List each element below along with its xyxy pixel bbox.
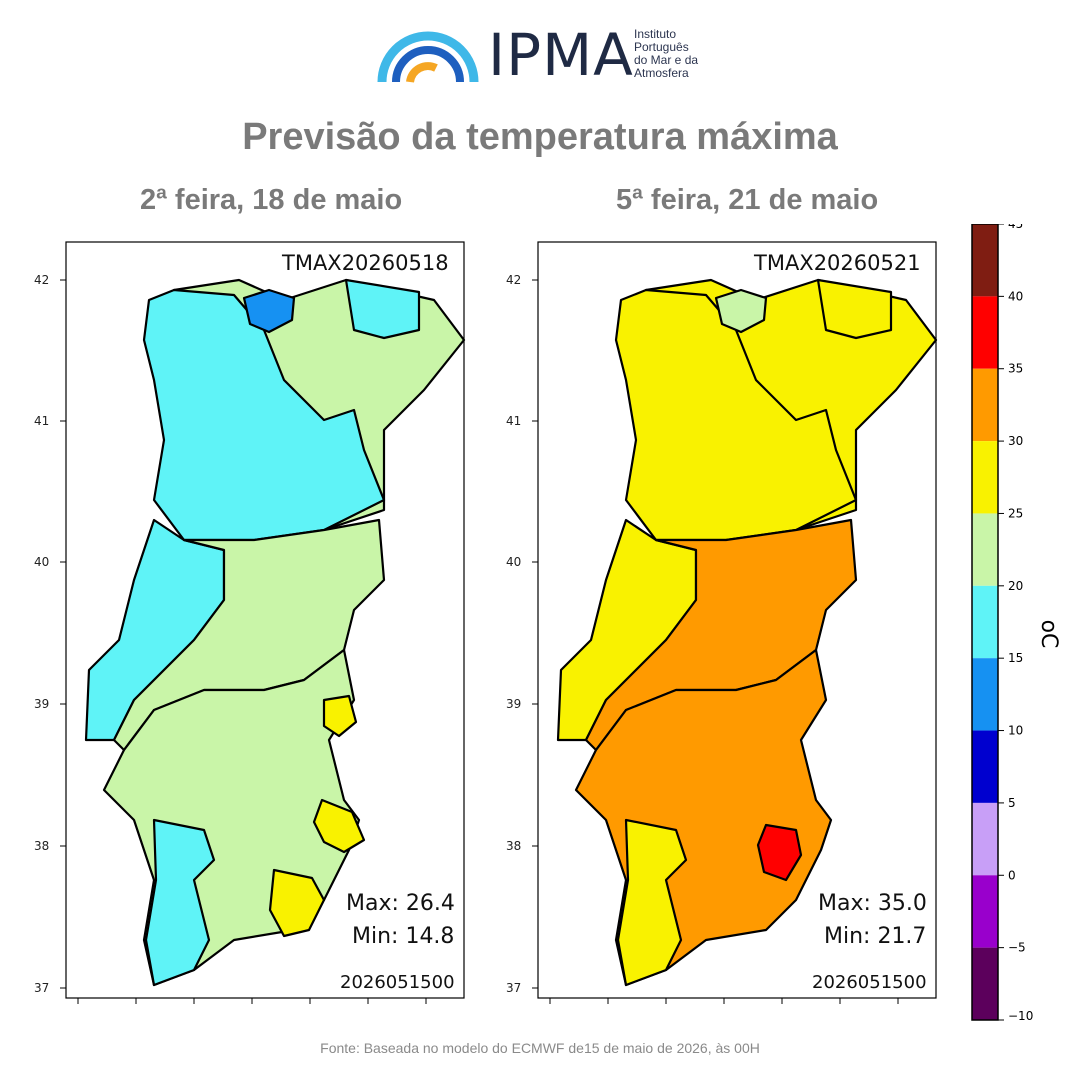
colorbar-segment — [972, 296, 998, 369]
lon-axis-2 — [549, 998, 899, 1004]
lat-tick: 40 — [34, 555, 49, 569]
region-hot-spot-1 — [312, 798, 366, 854]
colorbar-segment — [972, 513, 998, 586]
map-2-run: 2026051500 — [812, 972, 927, 993]
region-northeast-corner — [344, 278, 421, 340]
colorbar-tick-label: 5 — [1008, 796, 1016, 810]
lat-tick: 42 — [506, 273, 521, 287]
colorbar-frame — [971, 223, 999, 1021]
ipma-full-name: Instituto Português do Mar e da Atmosfer… — [634, 27, 699, 80]
colorbar-tick-label: 40 — [1008, 289, 1023, 303]
map-2-label: TMAX20260521 — [753, 251, 921, 275]
lat-tick: 37 — [506, 981, 521, 995]
colorbar-tick-label: −10 — [1008, 1009, 1033, 1023]
region-northeast-corner — [816, 278, 893, 340]
lat-axis-2: 42 41 40 39 38 37 — [506, 273, 538, 995]
lat-tick: 41 — [506, 414, 521, 428]
colorbar-segment — [972, 658, 998, 731]
colorbar-tick-label: 25 — [1008, 506, 1023, 520]
colorbar-svg: 45 40 35 30 25 20 15 10 5 0 −5 −10 oC — [971, 217, 1061, 1023]
map-1-max: Max: 26.4 — [346, 891, 455, 916]
map-2-max: Max: 35.0 — [818, 891, 927, 916]
panel-2-subtitle: 5ª feira, 21 de maio — [616, 184, 879, 216]
colorbar-tick-label: 20 — [1008, 579, 1023, 593]
colorbar-segment — [972, 585, 998, 659]
page-title: Previsão da temperatura máxima — [242, 116, 838, 158]
map-1-regions — [84, 278, 466, 987]
colorbar-segment — [972, 947, 998, 1020]
map-panel-2: 42 41 40 39 38 37 TMAX20260521 Max: 35.0… — [496, 240, 946, 1035]
map-2-regions — [556, 278, 938, 987]
colorbar-tick-label: 10 — [1008, 724, 1023, 738]
ipma-arc-icon — [377, 31, 479, 83]
map-1-run: 2026051500 — [340, 972, 455, 993]
ipma-wordmark: IPMA — [488, 21, 634, 89]
colorbar-tick-label: 15 — [1008, 651, 1023, 665]
region-south-west — [144, 818, 216, 987]
colorbar-ticks: 45 40 35 30 25 20 15 10 5 0 −5 −10 — [998, 217, 1033, 1023]
colorbar-segment — [972, 802, 998, 876]
region-south-west — [616, 818, 688, 987]
map-1-min: Min: 14.8 — [352, 924, 454, 949]
colorbar-segment — [972, 224, 998, 297]
lat-tick: 42 — [34, 273, 49, 287]
colorbar-unit: oC — [1036, 620, 1061, 649]
map-1: 42 41 40 39 38 37 TMAX20260518 Max: 26.4… — [34, 241, 466, 1004]
lat-tick: 40 — [506, 555, 521, 569]
lat-axis-1: 42 41 40 39 38 37 — [34, 273, 66, 995]
colorbar-segments — [972, 224, 998, 1020]
map-2-min: Min: 21.7 — [824, 924, 926, 949]
map-panel-1: 42 41 40 39 38 37 TMAX20260518 Max: 26.4… — [24, 240, 474, 1035]
lat-tick: 39 — [34, 697, 49, 711]
lat-tick: 37 — [34, 981, 49, 995]
map-2: 42 41 40 39 38 37 TMAX20260521 Max: 35.0… — [506, 241, 938, 1004]
colorbar-tick-label: −5 — [1008, 941, 1026, 955]
ipma-logo: IPMA Instituto Português do Mar e da Atm… — [376, 18, 716, 88]
colorbar-tick-label: 30 — [1008, 434, 1023, 448]
lon-axis-1 — [77, 998, 427, 1004]
region-hot-spot-1 — [756, 823, 803, 882]
colorbar-segment — [972, 730, 998, 803]
lat-tick: 38 — [506, 839, 521, 853]
lat-tick: 39 — [506, 697, 521, 711]
colorbar-tick-label: 35 — [1008, 362, 1023, 376]
region-hot-spot-3 — [322, 694, 358, 738]
map-1-label: TMAX20260518 — [281, 251, 449, 275]
panel-1-subtitle: 2ª feira, 18 de maio — [140, 184, 403, 216]
source-note: Fonte: Baseada no modelo do ECMWF de15 d… — [320, 1040, 760, 1056]
region-north-spot — [714, 288, 768, 334]
region-hot-spot-2 — [268, 868, 326, 938]
lat-tick: 38 — [34, 839, 49, 853]
colorbar-segment — [972, 441, 998, 514]
lat-tick: 41 — [34, 414, 49, 428]
colorbar: 45 40 35 30 25 20 15 10 5 0 −5 −10 oC — [960, 217, 1070, 1029]
colorbar-tick-label: 0 — [1008, 868, 1016, 882]
region-north-spot — [242, 288, 296, 334]
colorbar-segment — [972, 368, 998, 442]
colorbar-tick-label: 45 — [1008, 224, 1023, 231]
colorbar-segment — [972, 875, 998, 948]
